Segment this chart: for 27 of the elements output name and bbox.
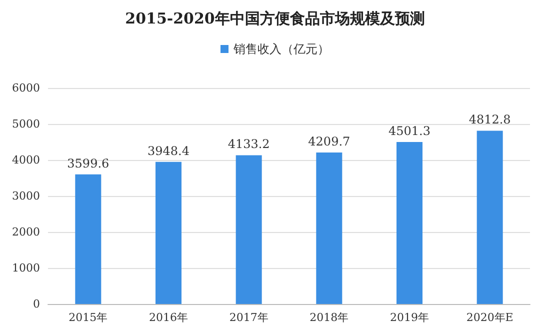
bar bbox=[316, 152, 342, 304]
data-label: 3599.6 bbox=[67, 156, 110, 170]
x-tick-label: 2017年 bbox=[229, 311, 268, 324]
bar bbox=[236, 155, 262, 304]
x-tick-label: 2016年 bbox=[149, 311, 188, 324]
x-tick-label: 2019年 bbox=[390, 311, 429, 324]
chart-title: 2015-2020年中国方便食品市场规模及预测 bbox=[125, 10, 425, 28]
x-tick-label: 2018年 bbox=[310, 311, 349, 324]
data-label: 3948.4 bbox=[148, 144, 190, 158]
data-label: 4501.3 bbox=[388, 124, 430, 138]
y-tick-label: 4000 bbox=[12, 154, 40, 166]
x-tick-label: 2015年 bbox=[68, 311, 108, 324]
bar bbox=[75, 174, 102, 304]
bar bbox=[156, 162, 182, 304]
bar bbox=[476, 130, 503, 304]
data-label: 4209.7 bbox=[308, 134, 350, 148]
legend-label: 销售收入（亿元） bbox=[232, 42, 330, 56]
y-tick-label: 0 bbox=[33, 298, 40, 310]
y-tick-label: 5000 bbox=[12, 118, 40, 130]
data-label: 4133.2 bbox=[228, 137, 270, 152]
data-label: 4812.8 bbox=[468, 112, 511, 127]
y-tick-label: 6000 bbox=[12, 82, 40, 94]
bar bbox=[396, 142, 422, 304]
x-tick-label: 2020年E bbox=[466, 311, 514, 324]
y-tick-label: 3000 bbox=[12, 190, 40, 202]
y-tick-label: 2000 bbox=[12, 226, 40, 238]
y-tick-label: 1000 bbox=[12, 262, 40, 274]
